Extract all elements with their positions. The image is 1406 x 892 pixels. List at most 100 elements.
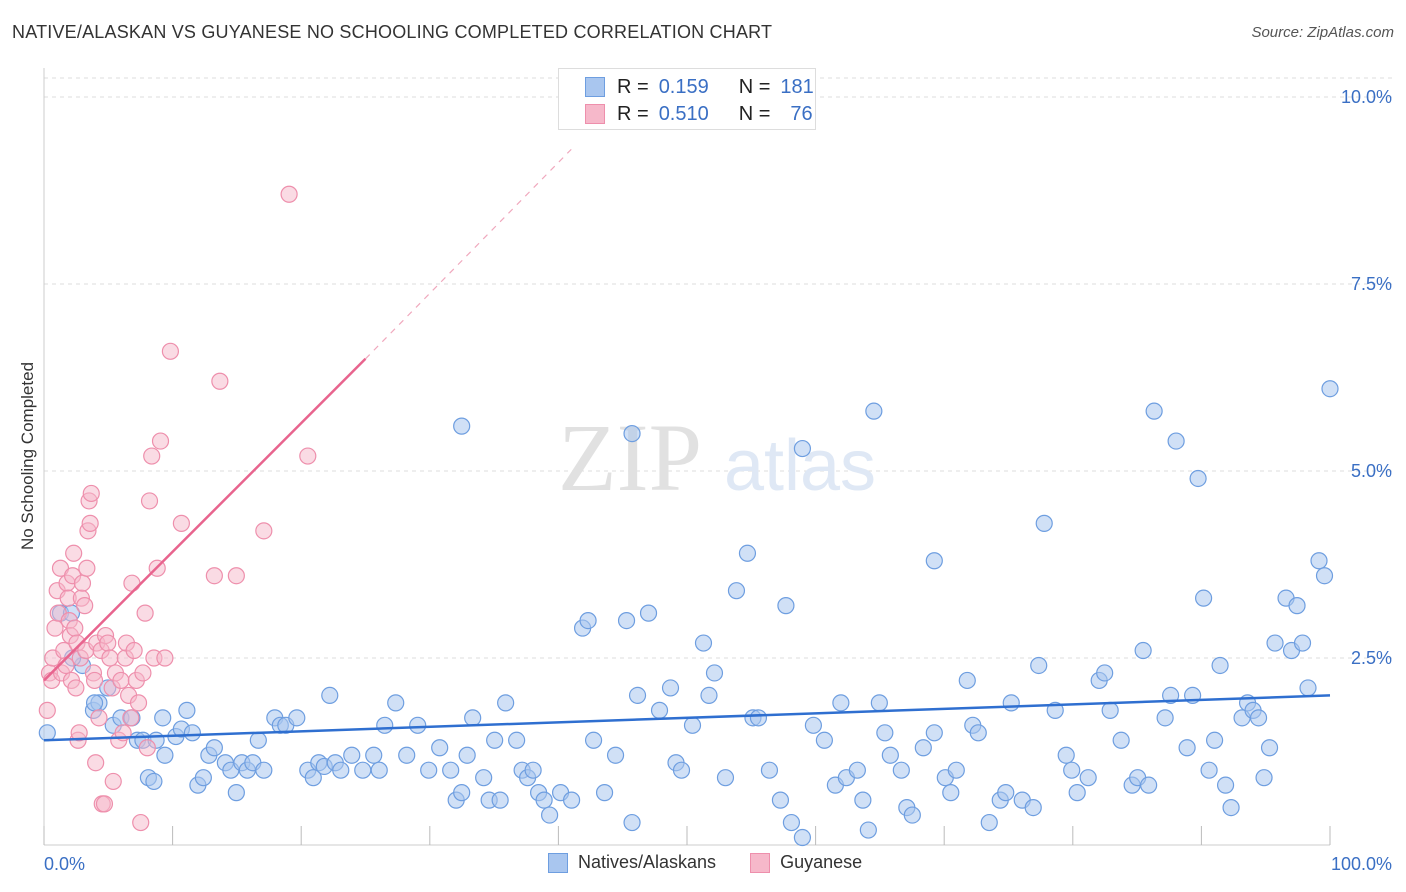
legend-item-natives[interactable]: Natives/Alaskans — [548, 852, 716, 873]
natives-point — [1194, 589, 1213, 607]
natives-point — [183, 724, 201, 742]
natives-point — [475, 769, 493, 787]
guyanese-point — [143, 447, 161, 465]
x-tick-label-right: 100.0% — [1331, 854, 1392, 874]
x-tick-label-left: 0.0% — [44, 854, 85, 874]
natives-point — [85, 694, 104, 712]
natives-point — [458, 746, 476, 764]
natives-point — [859, 821, 877, 839]
natives-point — [942, 784, 960, 802]
natives-point — [870, 694, 888, 712]
natives-point — [1293, 634, 1312, 652]
watermark-atlas: atlas — [724, 426, 876, 506]
natives-point — [288, 709, 306, 727]
natives-point — [1112, 731, 1130, 749]
natives-point — [639, 604, 658, 622]
natives-point — [486, 731, 504, 749]
guyanese-trend-line — [43, 357, 367, 682]
chart-title: NATIVE/ALASKAN VS GUYANESE NO SCHOOLING … — [12, 22, 773, 42]
natives-point — [562, 791, 581, 809]
natives-point — [1200, 761, 1218, 779]
legend-label-guyanese: Guyanese — [780, 852, 863, 872]
guyanese-point — [123, 574, 141, 592]
r-value-natives: 0.159 — [658, 75, 709, 98]
natives-point — [205, 739, 223, 757]
guyanese-point — [132, 813, 150, 832]
n-value-natives: 181 — [780, 75, 814, 98]
natives-point — [1079, 769, 1097, 787]
natives-point — [815, 731, 833, 749]
guyanese-point — [125, 641, 143, 660]
guyanese-point — [104, 772, 122, 791]
natives-point — [1255, 769, 1273, 787]
natives-point — [782, 813, 801, 832]
guyanese-point — [299, 447, 317, 465]
natives-point — [865, 402, 883, 420]
natives-point — [1162, 686, 1180, 705]
natives-point — [1024, 798, 1042, 817]
guyanese-point — [82, 484, 100, 503]
legend-swatch-natives — [585, 77, 605, 97]
natives-point — [343, 746, 361, 764]
natives-point — [398, 746, 416, 764]
natives-point — [892, 761, 910, 779]
natives-point — [194, 769, 212, 787]
natives-point — [442, 761, 460, 779]
natives-point — [376, 716, 394, 734]
natives-point — [1189, 469, 1207, 488]
natives-point — [727, 582, 746, 600]
legend-item-guyanese[interactable]: Guyanese — [750, 852, 862, 873]
natives-point — [227, 784, 245, 802]
tick-labels: 2.5% 5.0% 7.5% 10.0% 0.0% 100.0% — [44, 87, 1392, 874]
guyanese-point — [112, 671, 130, 690]
natives-point — [464, 709, 482, 727]
guyanese-point — [136, 604, 154, 622]
natives-point — [1315, 567, 1334, 585]
natives-point — [497, 694, 515, 712]
y-tick-label: 5.0% — [1351, 461, 1392, 481]
natives-point — [997, 784, 1015, 802]
natives-point — [431, 739, 449, 757]
natives-point — [1310, 552, 1328, 570]
guyanese-point — [76, 597, 94, 615]
guyanese-point — [85, 671, 104, 690]
natives-point — [1211, 656, 1229, 675]
natives-point — [1156, 709, 1174, 727]
natives-point — [793, 828, 812, 847]
natives-point — [1030, 656, 1048, 675]
guyanese-point — [78, 559, 96, 577]
natives-point — [145, 772, 163, 791]
natives-point — [524, 761, 542, 779]
natives-point — [255, 761, 273, 779]
natives-point — [365, 746, 383, 764]
guyanese-point — [140, 492, 159, 510]
guyanese-point — [138, 739, 156, 757]
natives-point — [903, 806, 921, 824]
natives-point — [1321, 380, 1339, 398]
natives-point — [156, 746, 174, 764]
natives-point — [914, 739, 932, 757]
guyanese-point — [70, 724, 88, 742]
y-tick-label: 7.5% — [1351, 274, 1392, 294]
natives-point — [683, 716, 702, 734]
guyanese-point — [81, 514, 99, 532]
natives-point — [777, 597, 795, 615]
series-legend: Natives/Alaskans Guyanese — [548, 852, 896, 873]
natives-point — [1057, 746, 1075, 764]
natives-point — [881, 746, 899, 764]
natives-point — [584, 731, 603, 749]
natives-point — [387, 694, 405, 712]
natives-point — [650, 701, 669, 719]
natives-point — [1288, 597, 1306, 615]
natives-point — [694, 634, 713, 652]
natives-point — [876, 724, 894, 742]
guyanese-point — [129, 694, 148, 712]
n-value-guyanese: 76 — [790, 102, 813, 125]
guyanese-point — [67, 679, 85, 697]
trend-lines — [43, 148, 1331, 742]
natives-point — [1260, 739, 1279, 757]
guyanese-point — [73, 574, 92, 592]
r-label: R = — [617, 102, 649, 125]
natives-point — [420, 761, 438, 779]
guyanese-point — [156, 649, 174, 667]
